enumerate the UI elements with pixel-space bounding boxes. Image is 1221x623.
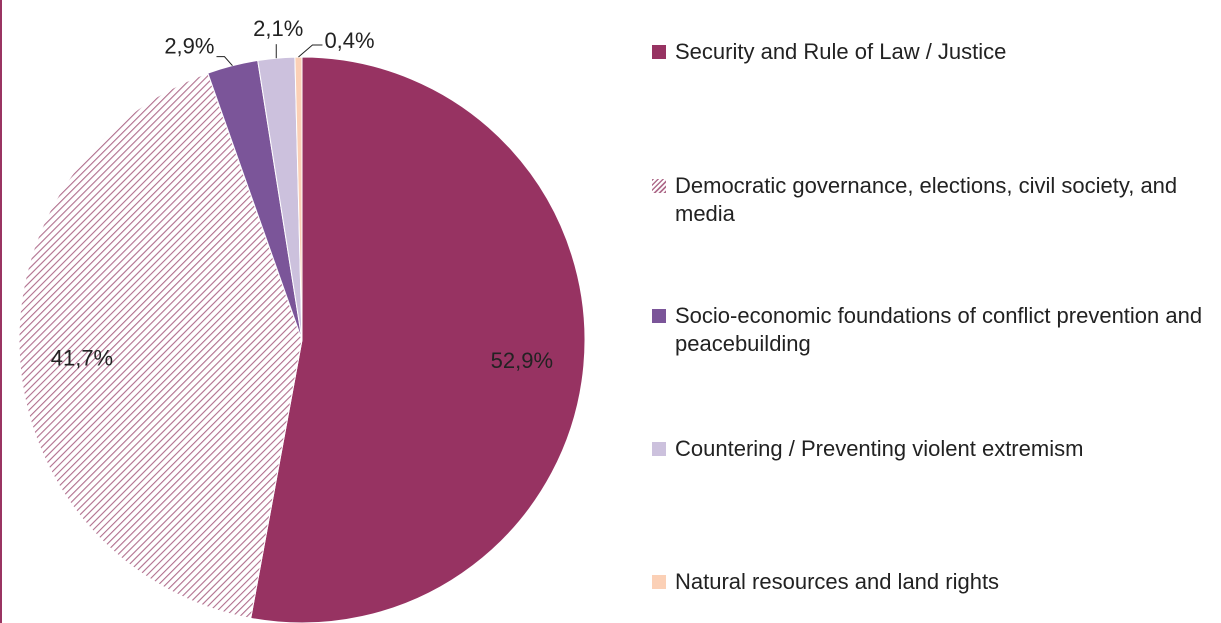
legend-swatch-natural-resources [652,575,666,589]
legend-item-socio-economic: Socio-economic foundations of conflict p… [652,302,1205,358]
legend-item-countering-extremism: Countering / Preventing violent extremis… [652,435,1205,463]
leader-line-socio-economic [216,56,233,67]
legend-item-democratic-governance: Democratic governance, elections, civil … [652,172,1205,228]
legend-swatch-countering-extremism [652,442,666,456]
legend-label-democratic-governance: Democratic governance, elections, civil … [675,173,1178,226]
pie-slice-natural-resources [294,56,303,341]
pie-slice-security [250,56,586,623]
legend-item-natural-resources: Natural resources and land rights [652,568,1205,596]
legend-item-security: Security and Rule of Law / Justice [652,38,1205,66]
data-label-democratic-governance: 41,7% [51,345,113,370]
legend-label-security: Security and Rule of Law / Justice [675,39,1007,64]
pie-chart: 52,9% 41,7% 2,9% 2,1% 0,4% [18,16,586,623]
legend-label-countering-extremism: Countering / Preventing violent extremis… [675,436,1084,461]
data-label-countering-extremism: 2,1% [253,16,303,41]
leader-line-natural-resources [298,44,323,58]
legend-label-natural-resources: Natural resources and land rights [675,569,1000,594]
data-label-natural-resources: 0,4% [324,28,374,53]
pie-slice-democratic-governance [18,72,303,619]
legend-swatch-security [652,45,666,59]
legend-swatch-democratic-governance [652,179,666,193]
data-label-security: 52,9% [491,348,553,373]
legend-label-socio-economic: Socio-economic foundations of conflict p… [675,303,1203,356]
legend-swatch-socio-economic [652,309,666,323]
left-frame-line [0,0,2,623]
data-label-socio-economic: 2,9% [164,34,214,59]
